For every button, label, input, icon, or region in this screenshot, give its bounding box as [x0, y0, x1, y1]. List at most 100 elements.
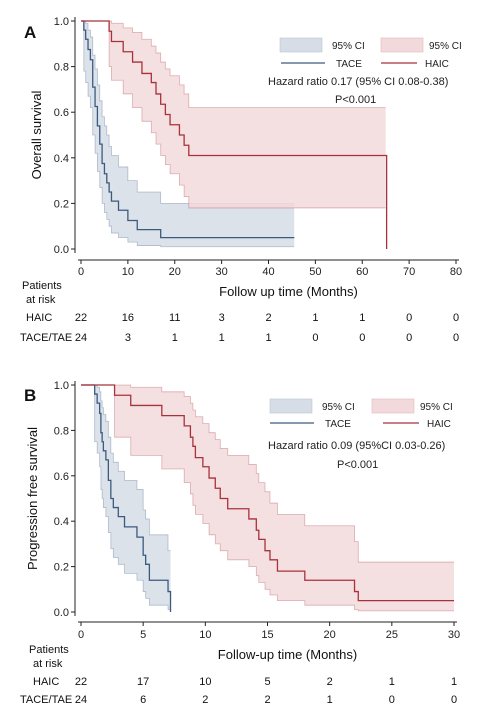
- p-value-text: P<0.001: [337, 459, 378, 471]
- risk-count: 5: [264, 676, 270, 688]
- risk-count: 0: [406, 332, 412, 344]
- risk-count: 11: [169, 312, 180, 324]
- y-tick-label: 1.0: [54, 16, 69, 28]
- risk-row-label: HAIC: [33, 676, 59, 688]
- risk-count: 22: [75, 676, 87, 688]
- ci-upper-tace: [81, 20, 295, 204]
- legend-label-tace: TACE: [325, 419, 351, 430]
- hazard-ratio-text: Hazard ratio 0.17 (95% CI 0.08-0.38): [268, 76, 448, 88]
- x-tick-label: 30: [216, 266, 228, 278]
- legend-swatch-ci-haic: [380, 37, 424, 53]
- risk-count: 17: [137, 676, 149, 688]
- legend-swatch-ci-tace: [269, 398, 313, 414]
- legend-swatch-ci-haic: [371, 398, 415, 414]
- x-tick-label: 40: [262, 266, 274, 278]
- panel-label: B: [24, 386, 36, 405]
- ci-upper-haic: [81, 384, 454, 563]
- risk-row-label: TACE/TAE: [20, 332, 72, 344]
- risk-count: 10: [199, 676, 211, 688]
- risk-count: 1: [389, 676, 395, 688]
- x-tick-label: 0: [78, 629, 84, 641]
- risk-count: 1: [451, 676, 457, 688]
- risk-table-header: at risk: [26, 294, 56, 306]
- legend-label-ci-haic: 95% CI: [429, 41, 462, 52]
- p-value-text: P<0.001: [335, 94, 376, 106]
- risk-count: 0: [389, 694, 395, 706]
- risk-count: 2: [265, 312, 271, 324]
- ci-upper-haic: [81, 20, 386, 109]
- y-axis-label: Progression free survival: [25, 427, 40, 570]
- risk-count: 0: [451, 694, 457, 706]
- risk-row-label: TACE/TAE: [20, 694, 72, 706]
- risk-count: 1: [172, 332, 178, 344]
- risk-count: 1: [327, 694, 333, 706]
- legend-label-ci-haic: 95% CI: [420, 402, 453, 413]
- x-tick-label: 30: [448, 629, 460, 641]
- series-line-haic: [81, 20, 388, 249]
- y-tick-label: 0.2: [54, 562, 69, 574]
- risk-count: 2: [327, 676, 333, 688]
- x-tick-label: 80: [450, 266, 462, 278]
- y-tick-label: 0.0: [54, 607, 69, 619]
- x-tick-label: 50: [309, 266, 321, 278]
- risk-count: 6: [140, 694, 146, 706]
- ci-upper-tace: [81, 384, 171, 552]
- risk-count: 0: [406, 312, 412, 324]
- risk-count: 0: [359, 332, 365, 344]
- y-tick-label: 0.4: [54, 153, 69, 165]
- risk-count: 0: [453, 332, 459, 344]
- y-tick-label: 0.6: [54, 471, 69, 483]
- ci-band-tace: [81, 21, 295, 247]
- x-tick-label: 25: [386, 629, 398, 641]
- x-axis-label: Follow-up time (Months): [218, 647, 357, 662]
- ci-lower-tace: [81, 20, 295, 248]
- ci-lower-haic: [81, 20, 386, 209]
- y-tick-label: 0.4: [54, 516, 69, 528]
- ci-lower-tace: [81, 384, 171, 611]
- ci-band-haic: [81, 21, 386, 208]
- risk-count: 24: [75, 694, 87, 706]
- legend-swatch-ci-tace: [279, 37, 323, 53]
- risk-count: 1: [359, 312, 365, 324]
- legend-label-ci-tace: 95% CI: [322, 402, 355, 413]
- x-tick-label: 10: [199, 629, 211, 641]
- legend-label-ci-tace: 95% CI: [332, 41, 365, 52]
- risk-table-header: Patients: [22, 280, 62, 292]
- y-tick-label: 0.8: [54, 62, 69, 74]
- y-axis-label: Overall survival: [29, 90, 44, 179]
- ci-lower-haic: [81, 384, 454, 612]
- risk-count: 3: [125, 332, 131, 344]
- series-line-tace: [81, 20, 295, 239]
- risk-count: 3: [219, 312, 225, 324]
- risk-count: 0: [453, 312, 459, 324]
- x-tick-label: 5: [140, 629, 146, 641]
- legend-label-tace: TACE: [336, 59, 362, 70]
- x-tick-label: 15: [261, 629, 273, 641]
- y-tick-label: 0.2: [54, 198, 69, 210]
- risk-count: 24: [75, 332, 87, 344]
- panel-label: A: [24, 23, 36, 42]
- risk-count: 0: [312, 332, 318, 344]
- risk-count: 2: [264, 694, 270, 706]
- risk-count: 1: [219, 332, 225, 344]
- x-tick-label: 60: [356, 266, 368, 278]
- y-tick-label: 0.6: [54, 107, 69, 119]
- legend-label-haic: HAIC: [425, 59, 449, 70]
- risk-table-header: at risk: [33, 658, 63, 670]
- risk-table-header: Patients: [29, 644, 69, 656]
- x-tick-label: 20: [169, 266, 181, 278]
- series-line-haic: [81, 384, 454, 602]
- risk-count: 1: [265, 332, 271, 344]
- risk-count: 22: [75, 312, 87, 324]
- x-tick-label: 20: [324, 629, 336, 641]
- y-tick-label: 0.8: [54, 425, 69, 437]
- x-tick-label: 10: [122, 266, 134, 278]
- x-tick-label: 0: [78, 266, 84, 278]
- risk-row-label: HAIC: [26, 312, 52, 324]
- hazard-ratio-text: Hazard ratio 0.09 (95%CI 0.03-0.26): [268, 440, 445, 452]
- y-tick-label: 1.0: [54, 380, 69, 392]
- legend-label-haic: HAIC: [427, 419, 451, 430]
- x-axis-label: Follow up time (Months): [219, 284, 358, 299]
- y-tick-label: 0.0: [54, 244, 69, 256]
